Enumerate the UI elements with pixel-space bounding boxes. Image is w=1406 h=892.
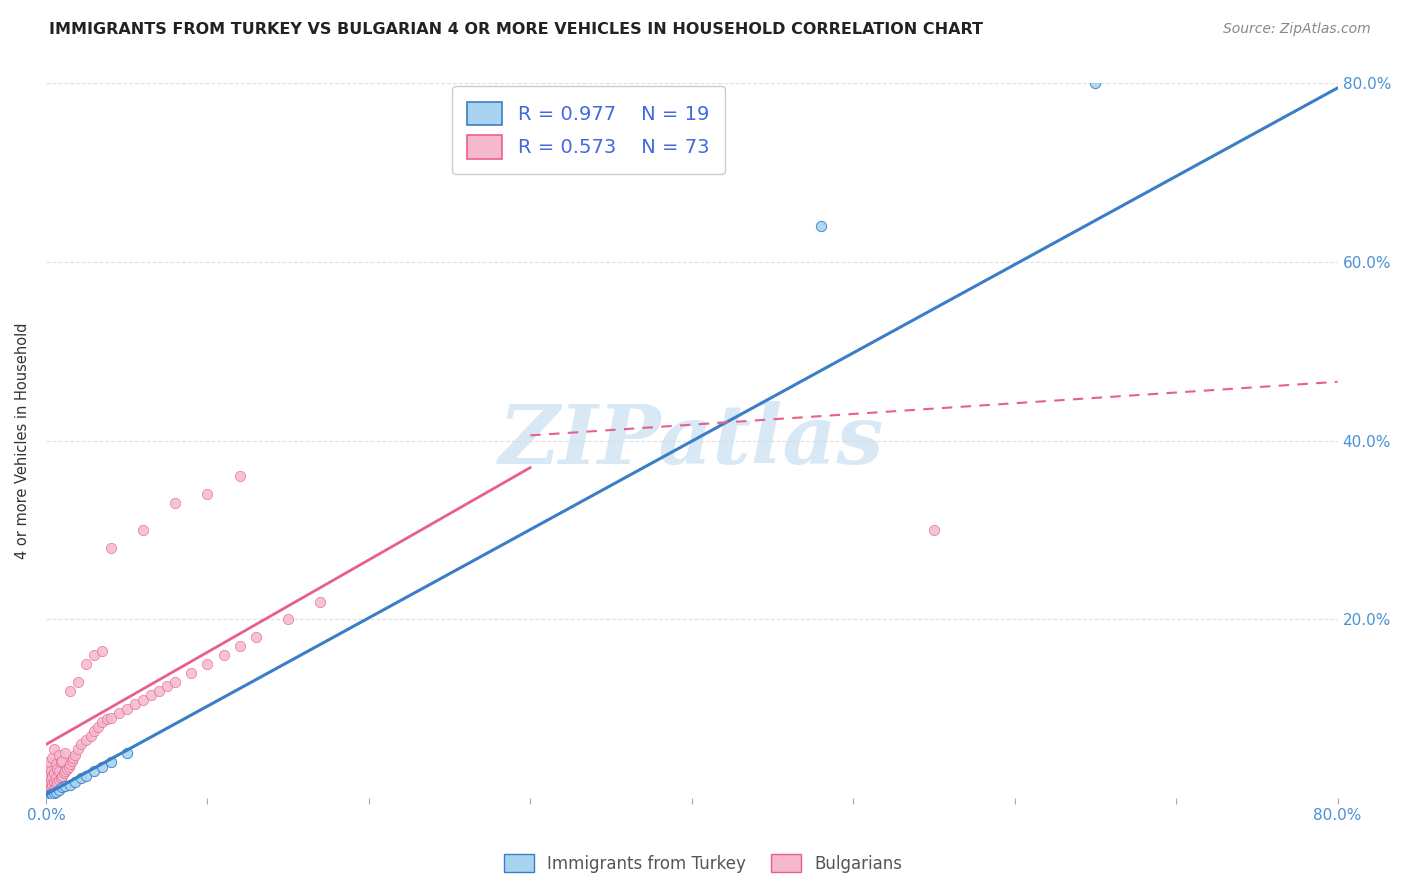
Point xyxy=(91,760,114,774)
Point xyxy=(42,742,65,756)
Point xyxy=(58,760,80,774)
Point xyxy=(45,785,67,799)
Point xyxy=(45,772,67,786)
Point xyxy=(38,756,60,770)
Point xyxy=(48,748,70,763)
Point xyxy=(48,773,70,788)
Point xyxy=(51,780,73,795)
Point xyxy=(100,541,122,555)
Text: IMMIGRANTS FROM TURKEY VS BULGARIAN 4 OR MORE VEHICLES IN HOUSEHOLD CORRELATION : IMMIGRANTS FROM TURKEY VS BULGARIAN 4 OR… xyxy=(49,22,983,37)
Point xyxy=(51,754,73,768)
Text: ZIPatlas: ZIPatlas xyxy=(499,401,884,481)
Point xyxy=(67,742,90,756)
Y-axis label: 4 or more Vehicles in Household: 4 or more Vehicles in Household xyxy=(15,323,30,559)
Point xyxy=(70,738,93,752)
Point xyxy=(132,523,155,537)
Point xyxy=(91,715,114,730)
Point xyxy=(56,763,79,777)
Point xyxy=(51,769,73,783)
Point xyxy=(41,751,63,765)
Point xyxy=(48,783,70,797)
Point xyxy=(38,784,60,798)
Point xyxy=(42,786,65,800)
Point xyxy=(922,523,945,537)
Point xyxy=(83,764,105,779)
Point xyxy=(80,729,103,743)
Point xyxy=(228,639,250,653)
Point xyxy=(38,769,60,783)
Point xyxy=(75,769,97,783)
Point xyxy=(115,702,138,716)
Point xyxy=(75,657,97,671)
Point xyxy=(37,782,59,797)
Point xyxy=(41,769,63,783)
Point xyxy=(115,747,138,761)
Point xyxy=(107,706,129,721)
Point xyxy=(91,643,114,657)
Point xyxy=(100,756,122,770)
Point xyxy=(62,751,84,765)
Point xyxy=(70,772,93,786)
Text: Source: ZipAtlas.com: Source: ZipAtlas.com xyxy=(1223,22,1371,37)
Point xyxy=(86,720,108,734)
Point xyxy=(60,754,83,768)
Point xyxy=(156,680,179,694)
Point xyxy=(75,733,97,747)
Point xyxy=(810,219,832,234)
Point xyxy=(46,775,69,789)
Point xyxy=(39,773,62,788)
Point xyxy=(39,787,62,801)
Point xyxy=(38,778,60,792)
Point xyxy=(38,789,60,803)
Point xyxy=(100,711,122,725)
Point xyxy=(48,764,70,779)
Point xyxy=(53,764,76,779)
Point xyxy=(245,630,267,644)
Point xyxy=(59,684,82,698)
Point xyxy=(83,648,105,662)
Point xyxy=(309,594,332,608)
Point xyxy=(49,772,72,786)
Point xyxy=(45,757,67,772)
Point xyxy=(37,760,59,774)
Point xyxy=(180,665,202,680)
Point xyxy=(42,775,65,789)
Point xyxy=(39,780,62,795)
Point xyxy=(39,764,62,779)
Point xyxy=(83,724,105,739)
Point xyxy=(197,487,219,501)
Point xyxy=(37,773,59,788)
Point xyxy=(228,469,250,483)
Point xyxy=(41,787,63,801)
Point xyxy=(53,780,76,794)
Point xyxy=(165,496,187,510)
Point xyxy=(1084,77,1107,91)
Point xyxy=(59,778,82,792)
Point xyxy=(49,756,72,770)
Legend: R = 0.977    N = 19, R = 0.573    N = 73: R = 0.977 N = 19, R = 0.573 N = 73 xyxy=(451,86,725,174)
Point xyxy=(67,675,90,690)
Point xyxy=(42,766,65,780)
Point xyxy=(96,713,118,727)
Point xyxy=(132,693,155,707)
Point xyxy=(212,648,235,662)
Point xyxy=(52,766,75,780)
Point xyxy=(41,778,63,792)
Point xyxy=(63,775,86,789)
Point xyxy=(139,689,162,703)
Point xyxy=(124,698,146,712)
Point xyxy=(45,778,67,792)
Point xyxy=(46,763,69,777)
Point xyxy=(37,789,59,804)
Point xyxy=(197,657,219,671)
Point xyxy=(148,684,170,698)
Point xyxy=(42,782,65,797)
Point xyxy=(59,757,82,772)
Point xyxy=(277,612,299,626)
Point xyxy=(53,747,76,761)
Legend: Immigrants from Turkey, Bulgarians: Immigrants from Turkey, Bulgarians xyxy=(498,847,908,880)
Point xyxy=(165,675,187,690)
Point xyxy=(63,748,86,763)
